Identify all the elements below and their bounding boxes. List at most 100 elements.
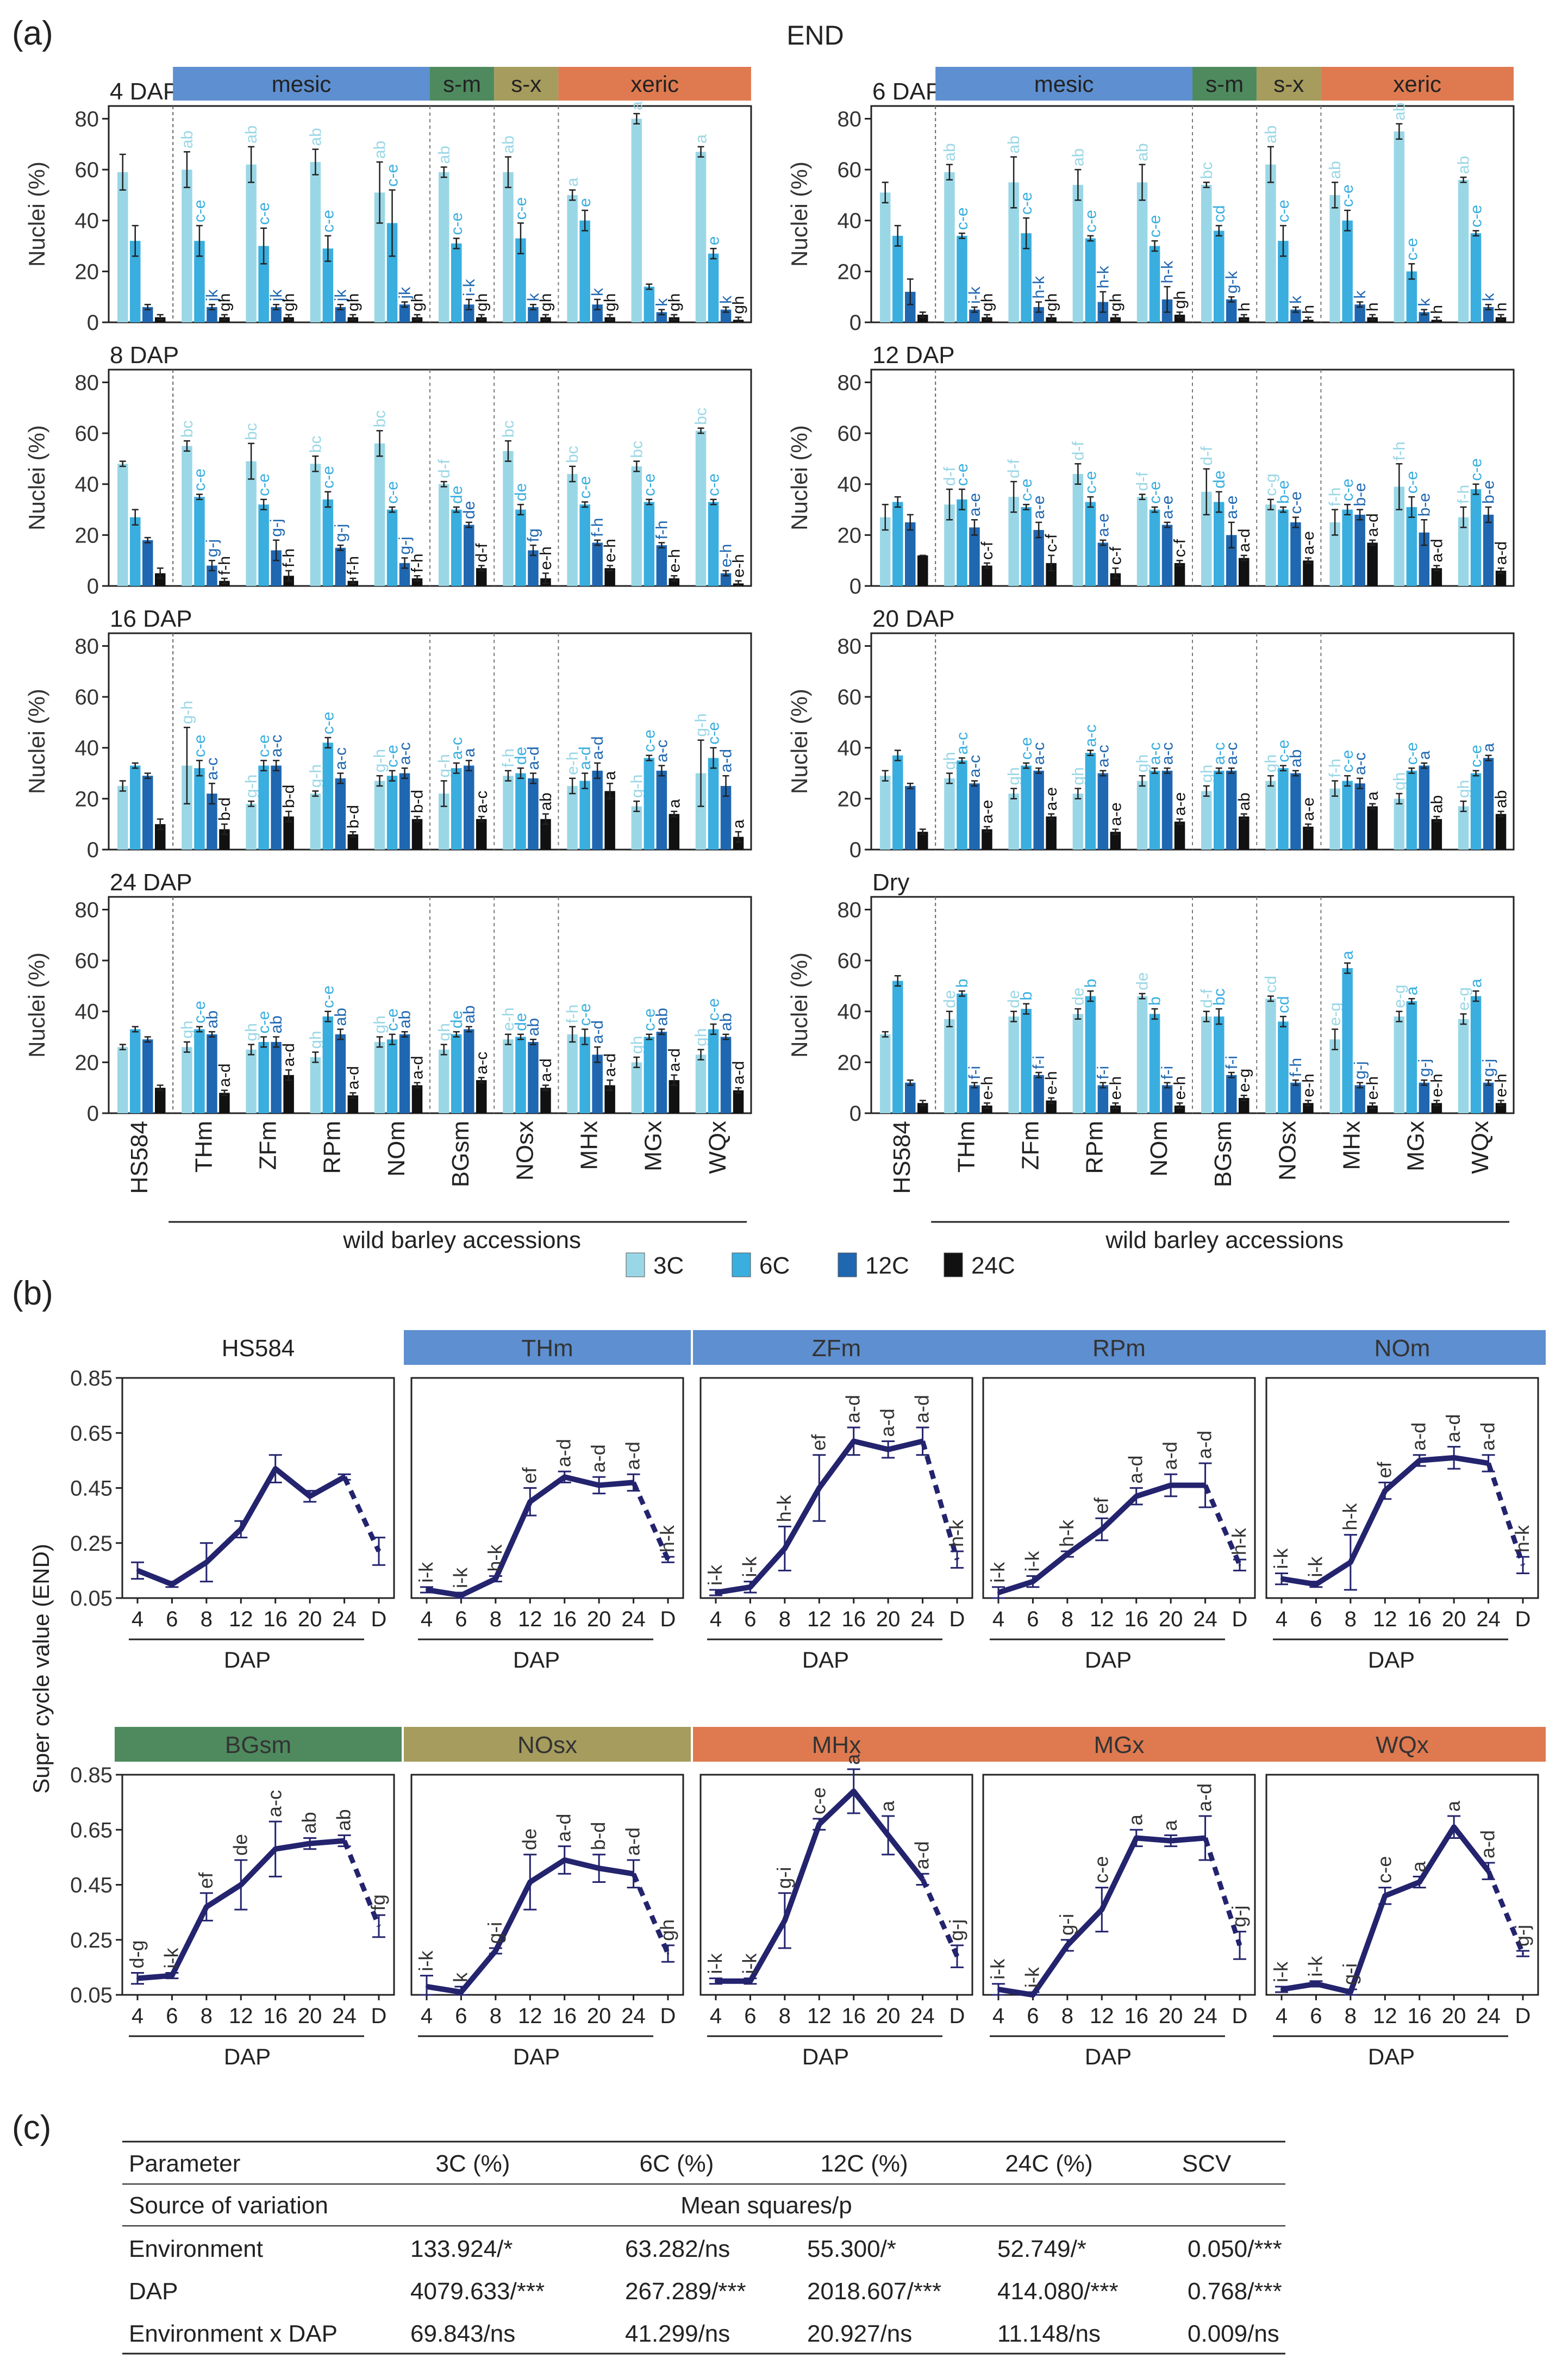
significance-letter: a-d [1442, 1414, 1464, 1443]
bar-rpm-24c [347, 834, 359, 850]
x-tick-label: D [660, 2004, 676, 2028]
significance-letter: i-k [966, 286, 984, 304]
bar-bgsm-3c [1201, 1016, 1212, 1113]
table-row-label: Environment [129, 2236, 263, 2262]
bar-bgsm-6c [451, 243, 462, 322]
bar-thm-6c [194, 497, 205, 586]
data-point [1280, 1988, 1283, 1991]
bar-zfm-6c [258, 765, 269, 850]
bar-nosx-6c [515, 238, 526, 322]
table-cell: 133.924/* [410, 2236, 513, 2262]
x-tick-label: 16 [552, 1607, 577, 1631]
x-tick-label: 12 [1090, 2004, 1114, 2028]
plot-frame [1265, 1377, 1539, 1599]
significance-letter: b [953, 979, 971, 988]
x-axis-label: DAP [802, 2044, 849, 2069]
x-tick-label: 8 [1061, 1607, 1073, 1631]
x-tick-label: 20 [876, 2004, 901, 2028]
data-point [997, 1591, 999, 1594]
data-point [1204, 1837, 1207, 1839]
significance-letter: c-e [191, 1001, 209, 1024]
x-tick-label: 24 [1193, 1607, 1217, 1631]
significance-letter: a-c [267, 734, 285, 757]
significance-letter: g-j [1511, 1925, 1533, 1946]
significance-letter: de [941, 990, 959, 1008]
bar-zfm-3c [1008, 1016, 1019, 1113]
bar-rpm-6c [322, 1016, 334, 1113]
y-tick-label: 0 [849, 838, 861, 862]
significance-letter: ab [1326, 161, 1344, 179]
panel-label-b: (b) [12, 1275, 53, 1312]
significance-letter: jk [396, 286, 414, 300]
bar-thm-12c [207, 307, 217, 322]
bar-mhx-24c [604, 1085, 615, 1113]
bar-nosx-24c [1303, 826, 1314, 850]
significance-letter: c-e [576, 476, 594, 499]
significance-letter: ef [518, 1467, 540, 1483]
significance-letter: g-j [945, 1919, 967, 1941]
significance-letter: c-e [807, 1787, 829, 1814]
bar-mhx-3c [567, 473, 578, 586]
data-point [1487, 1462, 1490, 1464]
significance-letter: g-j [1480, 1059, 1498, 1077]
bar-zfm-12c [1033, 529, 1044, 586]
x-tick-label: 4 [992, 1607, 1004, 1631]
y-tick-label: 0.85 [70, 1367, 113, 1390]
significance-letter: c-e [1339, 478, 1357, 501]
significance-letter: ab [203, 1010, 221, 1028]
bar-mhx-12c [1354, 1085, 1365, 1113]
bar-nosx-12c [528, 550, 539, 586]
data-point [274, 1468, 277, 1470]
y-tick-label: 0 [849, 311, 861, 335]
significance-letter: k [1480, 292, 1498, 301]
significance-letter: i-k [1270, 1548, 1292, 1569]
bar-nom-3c [374, 1041, 385, 1113]
y-tick-label: 0.25 [70, 1929, 113, 1952]
figure-a-title: END [786, 20, 844, 51]
bar-mhx-24c [1367, 806, 1378, 850]
panel-c-anova-table: Parameter 3C (%) 6C (%) 12C (%) 24C (%) SCV So… [122, 2141, 1285, 2355]
significance-letter: a-c [203, 758, 221, 781]
bar-mhx-12c [1354, 783, 1365, 850]
bar-mgx-3c [631, 1062, 642, 1113]
significance-letter: gh [1005, 767, 1023, 785]
bar-mgx-3c [1394, 798, 1405, 850]
data-point [460, 1594, 463, 1596]
bar-bgsm-6c [451, 768, 462, 850]
bar-wqx-12c [1483, 1082, 1494, 1113]
x-axis-label: DAP [1085, 1647, 1132, 1673]
significance-letter: de [1069, 988, 1087, 1006]
significance-letter: g-j [1415, 1059, 1433, 1077]
category-label: BGsm [447, 1121, 474, 1187]
significance-letter: b [1146, 996, 1164, 1006]
bar-mgx-24c [669, 1080, 680, 1113]
x-tick-label: D [949, 1607, 965, 1631]
accession-title: ZFm [812, 1335, 861, 1362]
bar-mgx-6c [644, 502, 655, 586]
panel-time-label: 8 DAP [110, 342, 179, 369]
table-cell: 0.768/*** [1188, 2278, 1282, 2305]
y-tick-label: 0.85 [70, 1763, 113, 1787]
bar-thm-6c [194, 1029, 205, 1113]
significance-letter: gh [178, 1021, 196, 1039]
category-label: RPm [1082, 1121, 1108, 1174]
significance-letter: b-d [344, 805, 362, 828]
plot-frame [410, 1377, 684, 1599]
y-axis-label: Nuclei (%) [786, 689, 812, 794]
table-cell: 267.289/*** [625, 2278, 746, 2305]
significance-letter: f-h [564, 1004, 582, 1024]
table-row-label: Environment x DAP [129, 2320, 338, 2347]
data-point [1453, 1456, 1455, 1459]
significance-letter: c-e [384, 164, 402, 187]
accession-title: BGsm [225, 1732, 291, 1758]
bar-bgsm-3c [439, 172, 449, 322]
y-tick-label: 60 [75, 949, 99, 973]
bar-nosx-6c [515, 1037, 526, 1113]
significance-letter: h-k [1339, 1503, 1361, 1531]
significance-letter: ab [1455, 156, 1473, 174]
bar-bgsm-24c [476, 819, 487, 850]
significance-letter: f-h [1326, 488, 1344, 507]
bar-thm-3c [182, 765, 192, 850]
